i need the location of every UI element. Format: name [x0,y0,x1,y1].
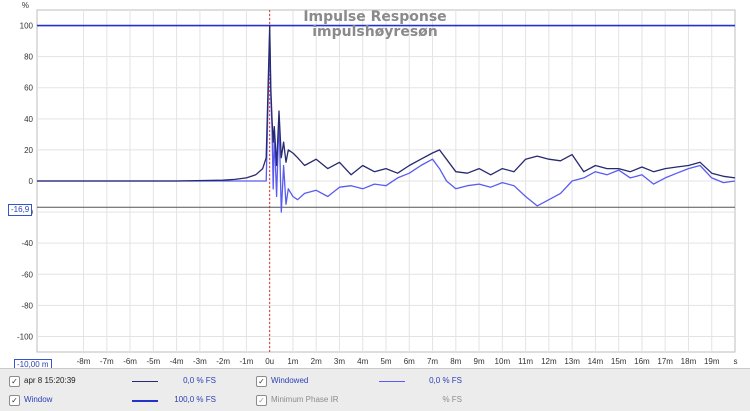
windowed-swatch [379,381,405,382]
x-tick-label: 15m [611,357,627,366]
y-axis-unit: % [22,1,29,10]
legend-row-2: ✓ Window 100,0 % FS ✓ Minimum Phase IR %… [0,391,750,409]
x-tick-label: 14m [588,357,604,366]
x-tick-label: 10m [495,357,511,366]
impulse-response-plot[interactable]: 100806040200-20-40-60-80-100%-8m-7m-6m-5… [0,0,750,368]
windowed-label: Windowed [271,376,309,385]
y-tick-label: -80 [21,301,33,310]
x-tick-label: -6m [123,357,137,366]
min-phase-value: % FS [442,395,462,404]
x-tick-label: 5m [380,357,391,366]
x-tick-label: 7m [427,357,438,366]
x-tick-label: 19m [704,357,720,366]
x-tick-label: 6m [404,357,415,366]
x-tick-label: 3m [334,357,345,366]
window-value: 100,0 % FS [174,395,216,404]
x-tick-label: -1m [240,357,254,366]
y-tick-label: -40 [21,239,33,248]
measurement-checkbox[interactable]: ✓ [9,376,20,387]
y-tick-label: 80 [24,53,33,62]
x-tick-label: 4m [357,357,368,366]
x-tick-label: 13m [564,357,580,366]
x-tick-label: 18m [681,357,697,366]
measurement-series-line [37,24,736,182]
x-tick-label: -3m [193,357,207,366]
x-tick-label: 0u [265,357,274,366]
legend-panel: ✓ apr 8 15:20:39 0,0 % FS ✓ Windowed 0,0… [0,368,750,411]
y-cursor-readout[interactable]: -16,9 [8,204,33,216]
windowed-checkbox[interactable]: ✓ [256,376,267,387]
y-tick-label: -60 [21,270,33,279]
y-tick-label: 0 [29,177,34,186]
x-tick-label: 2m [311,357,322,366]
x-tick-label: 9m [474,357,485,366]
x-tick-label: -5m [146,357,160,366]
x-tick-label: s [734,357,738,366]
legend-row-1: ✓ apr 8 15:20:39 0,0 % FS ✓ Windowed 0,0… [0,372,750,390]
windowed-value: 0,0 % FS [429,376,462,385]
y-tick-label: 20 [24,146,33,155]
window-swatch [132,400,158,402]
y-tick-label: 60 [24,84,33,93]
x-tick-label: 12m [541,357,557,366]
y-tick-label: -100 [17,332,34,341]
measurement-label: apr 8 15:20:39 [24,376,76,385]
window-label: Window [24,395,53,404]
x-tick-label: 17m [657,357,673,366]
measurement-swatch [132,381,158,382]
measurement-value: 0,0 % FS [183,376,216,385]
x-tick-label: -8m [77,357,91,366]
min-phase-label: Minimum Phase IR [271,395,339,404]
window-checkbox[interactable]: ✓ [9,395,20,406]
x-tick-label: 16m [634,357,650,366]
x-tick-label: -4m [170,357,184,366]
x-tick-label: -7m [100,357,114,366]
x-tick-label: 8m [450,357,461,366]
min-phase-checkbox[interactable]: ✓ [256,395,267,406]
y-tick-label: 40 [24,115,33,124]
x-tick-label: -2m [216,357,230,366]
x-tick-label: 11m [518,357,533,366]
y-tick-label: 100 [20,22,34,31]
x-tick-label: 1m [287,357,298,366]
